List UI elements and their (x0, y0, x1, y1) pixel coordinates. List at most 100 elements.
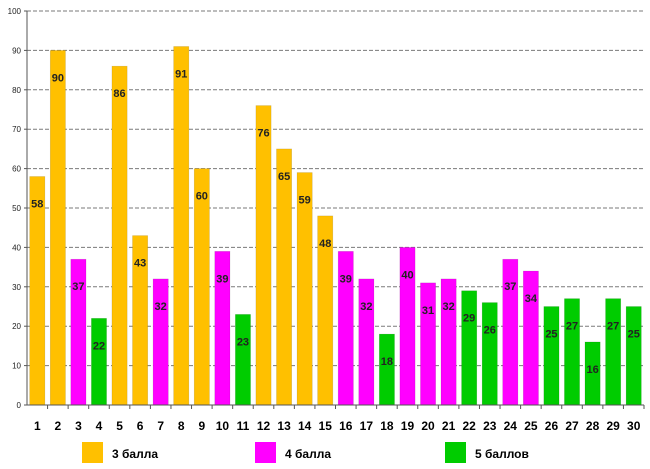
x-tick-label: 6 (137, 419, 144, 433)
data-label: 37 (504, 281, 516, 293)
data-label: 32 (155, 301, 167, 313)
bar (276, 148, 292, 406)
bar (358, 278, 375, 406)
data-label: 37 (72, 281, 84, 293)
data-label: 34 (525, 293, 538, 305)
legend-label-5: 5 баллов (475, 447, 529, 461)
legend-swatch-4 (255, 442, 276, 463)
y-axis-ticks: 0 10 20 30 40 50 60 70 80 90 100 (8, 7, 27, 410)
y-tick-label: 60 (12, 165, 21, 174)
x-tick-label: 9 (198, 419, 205, 433)
data-label: 22 (93, 340, 105, 352)
y-tick-label: 100 (8, 7, 22, 16)
x-tick-label: 12 (257, 419, 271, 433)
bar (29, 176, 46, 406)
x-tick-label: 18 (380, 419, 394, 433)
x-tick-label: 23 (483, 419, 497, 433)
data-label: 65 (278, 171, 290, 183)
bar (481, 302, 498, 406)
x-tick-label: 5 (116, 419, 123, 433)
data-label: 60 (196, 191, 208, 203)
x-tick-label: 14 (298, 419, 312, 433)
bar (49, 50, 66, 406)
y-tick-label: 90 (12, 46, 21, 55)
data-label: 48 (319, 238, 331, 250)
bar (296, 172, 313, 406)
data-label: 27 (607, 321, 619, 333)
bar (91, 318, 107, 406)
legend-item-5: 5 баллов (445, 442, 529, 463)
x-tick-label: 19 (401, 419, 415, 433)
x-tick-label: 26 (545, 419, 559, 433)
x-tick-label: 15 (319, 419, 333, 433)
bar (379, 333, 395, 406)
data-label: 58 (31, 198, 43, 210)
x-tick-label: 28 (586, 419, 600, 433)
x-tick-label: 11 (237, 419, 250, 433)
legend-swatch-5 (445, 442, 466, 463)
data-label: 32 (360, 301, 372, 313)
legend-item-4: 4 балла (255, 442, 331, 463)
data-label: 39 (216, 273, 228, 285)
data-label: 27 (566, 321, 578, 333)
data-label: 16 (586, 364, 598, 376)
x-tick-label: 17 (360, 419, 374, 433)
y-tick-label: 10 (12, 362, 21, 371)
bar (111, 65, 128, 406)
x-tick-label: 25 (524, 419, 538, 433)
gridlines (27, 10, 644, 367)
data-label: 76 (257, 128, 269, 140)
bar (440, 278, 457, 406)
legend-label-3: 3 балла (112, 447, 158, 461)
y-tick-label: 70 (12, 125, 21, 134)
y-tick-label: 50 (12, 204, 21, 213)
legend-item-3: 3 балла (82, 442, 158, 463)
x-tick-label: 30 (627, 419, 641, 433)
bar (605, 298, 622, 406)
y-tick-label: 80 (12, 86, 21, 95)
x-tick-label: 20 (421, 419, 435, 433)
bar (173, 46, 190, 406)
data-label: 25 (628, 329, 640, 341)
x-tick-label: 10 (216, 419, 230, 433)
data-label: 43 (134, 258, 146, 270)
bar (193, 168, 210, 406)
y-tick-label: 30 (12, 283, 21, 292)
data-label: 29 (463, 313, 475, 325)
bar (543, 306, 560, 406)
data-label: 32 (442, 301, 454, 313)
y-tick-label: 40 (12, 243, 21, 252)
x-tick-label: 21 (442, 419, 456, 433)
legend: 3 балла 4 балла 5 баллов (82, 442, 529, 463)
data-label: 90 (52, 72, 64, 84)
bar (625, 306, 642, 406)
x-tick-label: 1 (34, 419, 41, 433)
bar (461, 290, 478, 406)
legend-label-4: 4 балла (285, 447, 331, 461)
data-label: 18 (381, 356, 393, 368)
y-tick-label: 20 (12, 322, 21, 331)
x-tick-label: 24 (504, 419, 518, 433)
x-tick-label: 13 (277, 419, 291, 433)
data-label: 91 (175, 68, 187, 80)
x-tick-label: 8 (178, 419, 185, 433)
x-tick-label: 16 (339, 419, 353, 433)
data-label: 39 (340, 273, 352, 285)
legend-swatch-3 (82, 442, 103, 463)
x-tick-label: 2 (55, 419, 62, 433)
x-tick-label: 27 (565, 419, 579, 433)
bar (235, 314, 251, 406)
x-tick-label: 22 (463, 419, 477, 433)
data-label: 26 (484, 325, 496, 337)
bar (255, 105, 272, 406)
bar (420, 282, 436, 406)
x-tick-label: 4 (96, 419, 103, 433)
bar (152, 278, 169, 406)
y-tick-label: 0 (17, 401, 22, 410)
x-tick-label: 7 (157, 419, 164, 433)
x-tick-label: 29 (606, 419, 620, 433)
data-label: 40 (401, 269, 413, 281)
data-label: 31 (422, 305, 434, 317)
data-label: 25 (545, 329, 557, 341)
